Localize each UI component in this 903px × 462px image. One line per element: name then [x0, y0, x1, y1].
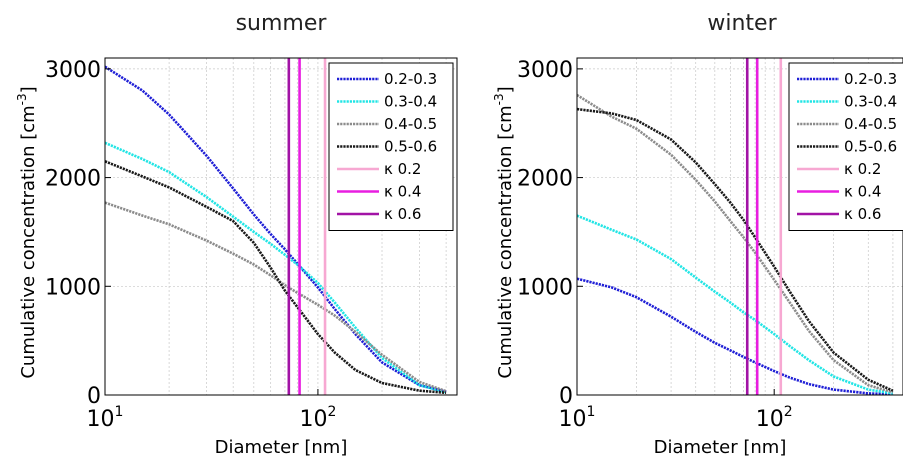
- legend-label: κ 0.2: [844, 160, 881, 178]
- legend-box: [328, 62, 454, 231]
- x-tick-label: 102: [299, 404, 336, 432]
- series-line-0.2-0.3: [577, 277, 893, 395]
- x-tick-label: 101: [87, 404, 124, 432]
- legend-label: 0.2-0.3: [384, 70, 437, 88]
- y-tick-label: 1000: [45, 275, 101, 300]
- legend-label: 0.5-0.6: [384, 138, 437, 156]
- legend-label: 0.4-0.5: [384, 115, 437, 133]
- series-group: [105, 58, 447, 395]
- legend-label: κ 0.2: [384, 160, 421, 178]
- series-group: [577, 58, 894, 395]
- y-tick-label: 1000: [517, 275, 573, 300]
- legend-label: κ 0.6: [844, 205, 881, 223]
- legend-label: 0.2-0.3: [844, 70, 897, 88]
- y-tick-label: 3000: [45, 58, 101, 83]
- series-line-0.5-0.6: [105, 160, 447, 395]
- legend-label: 0.5-0.6: [844, 138, 897, 156]
- legend: 0.2-0.3 0.3-0.4 0.4-0.5 0.5-0.6 κ 0.2 κ 0.4 κ …: [788, 62, 903, 231]
- legend-label: 0.3-0.4: [844, 93, 897, 111]
- series-line-0.4-0.5: [105, 201, 447, 393]
- axes-frame: [576, 57, 903, 396]
- legend: 0.2-0.3 0.3-0.4 0.4-0.5 0.5-0.6 κ 0.2 κ 0.4 κ …: [328, 62, 454, 231]
- y-axis-label: Cumulative concentration [cm-3]: [492, 86, 516, 378]
- chart-winter: winter 0 1000 2000 3000 101 102 Diameter [nm] Cu…: [492, 11, 903, 458]
- x-tick-label: 102: [756, 404, 793, 432]
- y-axis-label: Cumulative concentration [cm-3]: [15, 86, 39, 378]
- x-tick-label: 101: [559, 404, 596, 432]
- chart-summer: summer 0 1000 2000 3000 101 102 Diameter [nm] Cu…: [15, 11, 458, 458]
- legend-label: 0.4-0.5: [844, 115, 897, 133]
- legend-label: κ 0.6: [384, 205, 421, 223]
- y-tick-label: 2000: [45, 167, 101, 192]
- series-line-0.5-0.6: [577, 107, 894, 392]
- series-line-0.2-0.3: [105, 65, 447, 393]
- legend-label: 0.3-0.4: [384, 93, 437, 111]
- legend-label: κ 0.4: [844, 183, 881, 201]
- series-line-0.4-0.5: [577, 93, 894, 394]
- x-axis-label: Diameter [nm]: [654, 437, 787, 458]
- y-tick-label: 0: [559, 384, 573, 409]
- y-tick-label: 3000: [517, 58, 573, 83]
- y-tick-label: 2000: [517, 167, 573, 192]
- series-line-0.3-0.4: [105, 141, 447, 394]
- chart-title: winter: [707, 11, 777, 36]
- axes-frame: [104, 57, 458, 396]
- y-tick-label: 0: [87, 384, 101, 409]
- legend-label: κ 0.4: [384, 183, 421, 201]
- x-axis-label: Diameter [nm]: [215, 437, 348, 458]
- chart-title: summer: [236, 11, 328, 36]
- series-line-0.3-0.4: [577, 214, 894, 395]
